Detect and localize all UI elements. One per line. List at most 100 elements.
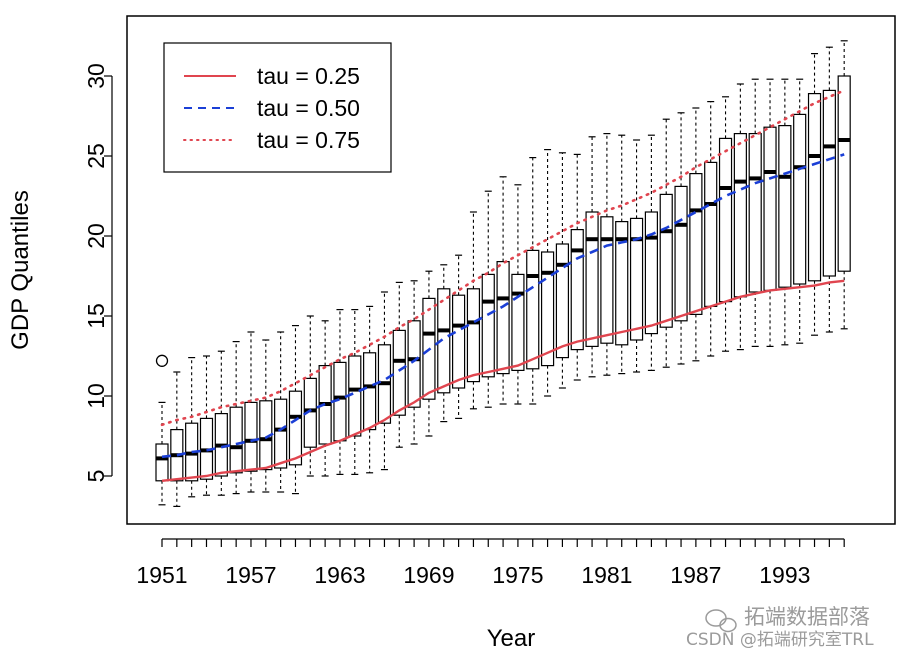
quantile-line-tau-025 [161, 279, 845, 482]
box-iqr [822, 89, 836, 277]
box-iqr [229, 406, 243, 474]
x-axis: 1951 1957 1963 1969 1975 1981 1987 1993 [136, 538, 845, 588]
box-iqr [778, 124, 792, 288]
box-iqr [629, 217, 644, 341]
box-iqr [452, 294, 466, 389]
box-iqr [155, 443, 169, 482]
box-1990 [733, 83, 747, 351]
box-1994 [793, 78, 807, 344]
y-tick-label: 25 [83, 143, 109, 169]
x-tick-label: 1951 [136, 562, 187, 588]
quantile-lines-group [160, 89, 846, 482]
box-1973 [481, 190, 495, 408]
box-iqr [288, 390, 303, 466]
box-iqr [363, 352, 377, 431]
box-iqr [793, 113, 807, 285]
box-iqr [585, 211, 599, 347]
y-axis-title: GDP Quantiles [7, 190, 34, 350]
box-iqr [615, 221, 629, 346]
box-1979 [570, 153, 584, 381]
box-iqr [659, 193, 673, 328]
y-tick-label: 30 [83, 63, 109, 89]
legend-label-tau-025: tau = 0.25 [257, 63, 360, 89]
box-1966 [377, 291, 392, 471]
box-1986 [674, 112, 688, 365]
box-iqr [837, 75, 851, 272]
box-iqr [526, 249, 540, 370]
box-1970 [437, 264, 451, 423]
box-1983 [629, 139, 644, 373]
box-1961 [303, 315, 317, 477]
box-1964 [348, 309, 362, 475]
box-iqr [555, 243, 570, 359]
box-1974 [496, 176, 510, 405]
box-iqr [763, 126, 777, 291]
box-iqr [274, 398, 288, 469]
box-1980 [585, 136, 599, 378]
x-tick-label: 1975 [492, 562, 543, 588]
box-iqr [600, 216, 614, 344]
box-iqr [748, 133, 762, 293]
x-tick-label: 1987 [670, 562, 721, 588]
box-iqr [466, 288, 481, 383]
box-iqr [437, 288, 451, 394]
box-iqr [496, 261, 510, 375]
legend-label-tau-075: tau = 0.75 [257, 127, 360, 153]
box-iqr [689, 173, 703, 316]
y-tick-label: 15 [83, 303, 109, 329]
y-tick-label: 10 [83, 383, 109, 409]
box-1982 [615, 134, 629, 375]
watermark: 拓端数据部落 CSDN @拓端研究室TRL [686, 605, 874, 650]
x-tick-label: 1993 [759, 562, 810, 588]
x-tick-label: 1957 [225, 562, 276, 588]
box-1967 [392, 281, 406, 448]
box-1976 [526, 157, 540, 405]
x-axis-title: Year [487, 625, 536, 652]
box-1958 [259, 339, 273, 493]
box-1984 [644, 134, 658, 371]
box-iqr [674, 185, 688, 322]
box-1996 [822, 46, 836, 333]
box-1972 [466, 211, 481, 410]
box-iqr [392, 329, 406, 416]
box-iqr [807, 92, 822, 282]
box-1987 [689, 107, 703, 362]
box-1989 [718, 96, 733, 352]
legend: tau = 0.25 tau = 0.50 tau = 0.75 [163, 42, 392, 173]
box-1959 [274, 331, 288, 493]
x-tick-label: 1963 [314, 562, 365, 588]
y-tick-label: 20 [83, 223, 109, 249]
box-iqr [407, 320, 421, 408]
box-iqr [570, 229, 584, 351]
box-1997 [837, 40, 851, 330]
box-iqr [244, 401, 258, 472]
box-1991 [748, 78, 762, 347]
box-1956 [229, 341, 243, 495]
x-tick-label: 1981 [581, 562, 632, 588]
box-iqr [718, 137, 733, 303]
x-tick-label: 1969 [403, 562, 454, 588]
box-iqr [481, 273, 495, 378]
box-iqr [733, 133, 747, 298]
legend-label-tau-050: tau = 0.50 [257, 95, 360, 121]
box-iqr [540, 251, 555, 367]
watermark-credit: CSDN @拓端研究室TRL [686, 630, 874, 650]
watermark-title: 拓端数据部落 [744, 605, 870, 629]
box-iqr [704, 161, 718, 307]
box-1988 [704, 100, 718, 357]
wechat-icon [705, 609, 737, 633]
plot-frame [126, 15, 896, 525]
quantile-line-tau-050 [161, 153, 845, 459]
box-1995 [807, 52, 822, 336]
box-iqr [644, 211, 658, 335]
boxplot-group [155, 40, 851, 507]
y-axis: 5 10 15 20 25 30 [83, 63, 113, 483]
box-iqr [511, 273, 525, 371]
y-tick-label: 5 [83, 470, 109, 483]
box-1960 [288, 325, 303, 495]
box-1971 [452, 254, 466, 419]
outlier-point [155, 354, 169, 367]
box-1981 [600, 133, 614, 376]
